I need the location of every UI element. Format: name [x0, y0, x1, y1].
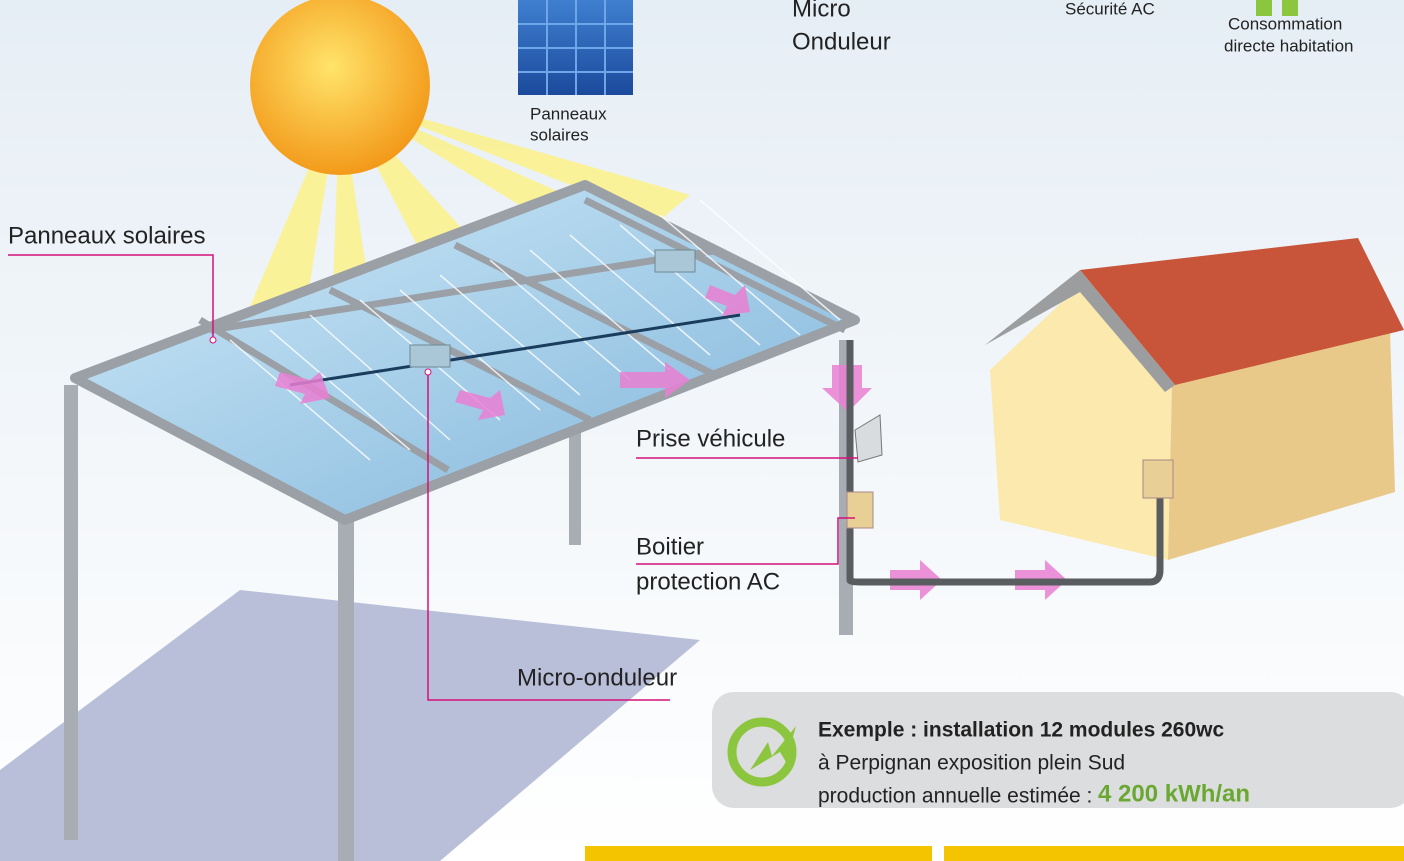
- sun: [250, 0, 430, 175]
- callout-dot: [425, 369, 431, 375]
- callout-dot: [210, 337, 216, 343]
- example-production-label: production annuelle estimée :: [818, 785, 1092, 808]
- example-production-value: 4 200 kWh/an: [1098, 780, 1250, 807]
- callout-box-2: protection AC: [636, 568, 780, 595]
- diagram: Panneaux solaires Micro Onduleur Sécurit…: [0, 0, 1404, 861]
- house-box: [1143, 460, 1173, 498]
- example-title: Exemple : installation 12 modules 260wc: [818, 719, 1224, 742]
- callout-micro: Micro-onduleur: [517, 664, 677, 691]
- legend-micro-1: Micro: [792, 0, 851, 22]
- bottom-tab: [944, 846, 1404, 861]
- legend-consumption-2: directe habitation: [1224, 36, 1353, 55]
- legend-micro-2: Onduleur: [792, 28, 891, 55]
- example-location: à Perpignan exposition plein Sud: [818, 752, 1125, 775]
- callout-socket: Prise véhicule: [636, 425, 785, 452]
- legend-panels-2: solaires: [530, 125, 589, 144]
- legend-ac: Sécurité AC: [1065, 0, 1155, 18]
- protection-box: [847, 492, 873, 528]
- legend-panels-1: Panneaux: [530, 104, 607, 123]
- callout-panels: Panneaux solaires: [8, 222, 205, 249]
- callout-box-1: Boitier: [636, 533, 704, 560]
- bottom-tab: [585, 846, 932, 861]
- page: Panneaux solaires Micro Onduleur Sécurit…: [0, 0, 1404, 861]
- legend-consumption-1: Consommation: [1228, 14, 1342, 33]
